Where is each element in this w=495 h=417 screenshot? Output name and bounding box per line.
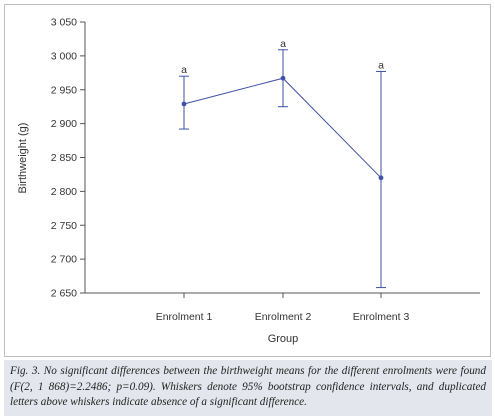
significance-letter: a — [181, 64, 187, 76]
x-tick-label: Enrolment 2 — [255, 311, 312, 323]
y-tick-label: 2 900 — [51, 118, 77, 130]
series-line — [181, 75, 384, 181]
y-tick-label: 2 850 — [51, 152, 77, 164]
y-tick-label: 2 650 — [51, 288, 77, 300]
mean-point — [280, 75, 286, 81]
x-tick-label: Enrolment 3 — [353, 311, 410, 323]
x-axis-title: Group — [268, 333, 299, 345]
x-tick-label: Enrolment 1 — [156, 311, 213, 323]
x-axis-ticks: Enrolment 1 Enrolment 2 Enrolment 3 — [156, 293, 410, 323]
error-bars — [179, 49, 386, 289]
y-axis-ticks: 2 650 2 700 2 750 2 800 2 850 2 900 2 950 3 000… — [51, 17, 85, 300]
figure-caption: Fig. 3. No significant differences betwe… — [4, 360, 492, 416]
chart: 2 650 2 700 2 750 2 800 2 850 2 900 2 950 3 000… — [17, 17, 480, 345]
mean-point — [378, 175, 384, 181]
y-tick-label: 2 950 — [51, 84, 77, 96]
significance-letters: a a a — [181, 38, 384, 76]
y-tick-label: 3 000 — [51, 50, 77, 62]
significance-letter: a — [280, 38, 286, 50]
y-axis-title: Birthweight (g) — [17, 123, 29, 194]
significance-letter: a — [378, 59, 384, 71]
y-tick-label: 2 800 — [51, 186, 77, 198]
mean-point — [181, 101, 187, 107]
y-tick-label: 2 700 — [51, 254, 77, 266]
y-tick-label: 3 050 — [51, 17, 77, 29]
y-tick-label: 2 750 — [51, 220, 77, 232]
